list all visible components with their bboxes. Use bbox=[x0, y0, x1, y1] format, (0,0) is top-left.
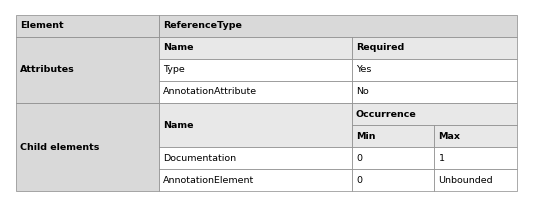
Text: Required: Required bbox=[356, 43, 404, 52]
Text: Name: Name bbox=[163, 121, 193, 130]
Text: Attributes: Attributes bbox=[20, 65, 75, 74]
Bar bbox=[352, 147, 434, 169]
Text: 0: 0 bbox=[356, 154, 362, 163]
Bar bbox=[352, 59, 517, 81]
Text: AnnotationAttribute: AnnotationAttribute bbox=[163, 87, 257, 97]
Bar bbox=[16, 103, 159, 191]
Text: No: No bbox=[356, 87, 369, 97]
Bar bbox=[434, 147, 517, 169]
Text: Name: Name bbox=[163, 43, 193, 52]
Bar bbox=[352, 169, 434, 191]
Text: ReferenceType: ReferenceType bbox=[163, 21, 242, 30]
Bar bbox=[159, 169, 352, 191]
Text: Occurrence: Occurrence bbox=[356, 109, 417, 119]
Bar bbox=[16, 37, 159, 103]
Text: Max: Max bbox=[439, 132, 461, 141]
Bar bbox=[159, 147, 352, 169]
Bar bbox=[159, 103, 352, 147]
Bar bbox=[16, 15, 159, 37]
Text: AnnotationElement: AnnotationElement bbox=[163, 176, 254, 185]
Bar bbox=[159, 15, 517, 37]
Text: 0: 0 bbox=[356, 176, 362, 185]
Text: Documentation: Documentation bbox=[163, 154, 236, 163]
Bar bbox=[352, 103, 517, 125]
Text: Child elements: Child elements bbox=[20, 143, 100, 152]
Bar bbox=[352, 37, 517, 59]
Text: Type: Type bbox=[163, 65, 185, 74]
Bar bbox=[159, 81, 352, 103]
Text: Unbounded: Unbounded bbox=[439, 176, 493, 185]
Bar bbox=[352, 81, 517, 103]
Text: 1: 1 bbox=[439, 154, 445, 163]
Text: Min: Min bbox=[356, 132, 375, 141]
Bar bbox=[159, 59, 352, 81]
Text: Yes: Yes bbox=[356, 65, 372, 74]
Bar bbox=[352, 125, 434, 147]
Bar bbox=[159, 37, 352, 59]
Bar bbox=[434, 125, 517, 147]
Bar bbox=[434, 169, 517, 191]
Text: Element: Element bbox=[20, 21, 64, 30]
